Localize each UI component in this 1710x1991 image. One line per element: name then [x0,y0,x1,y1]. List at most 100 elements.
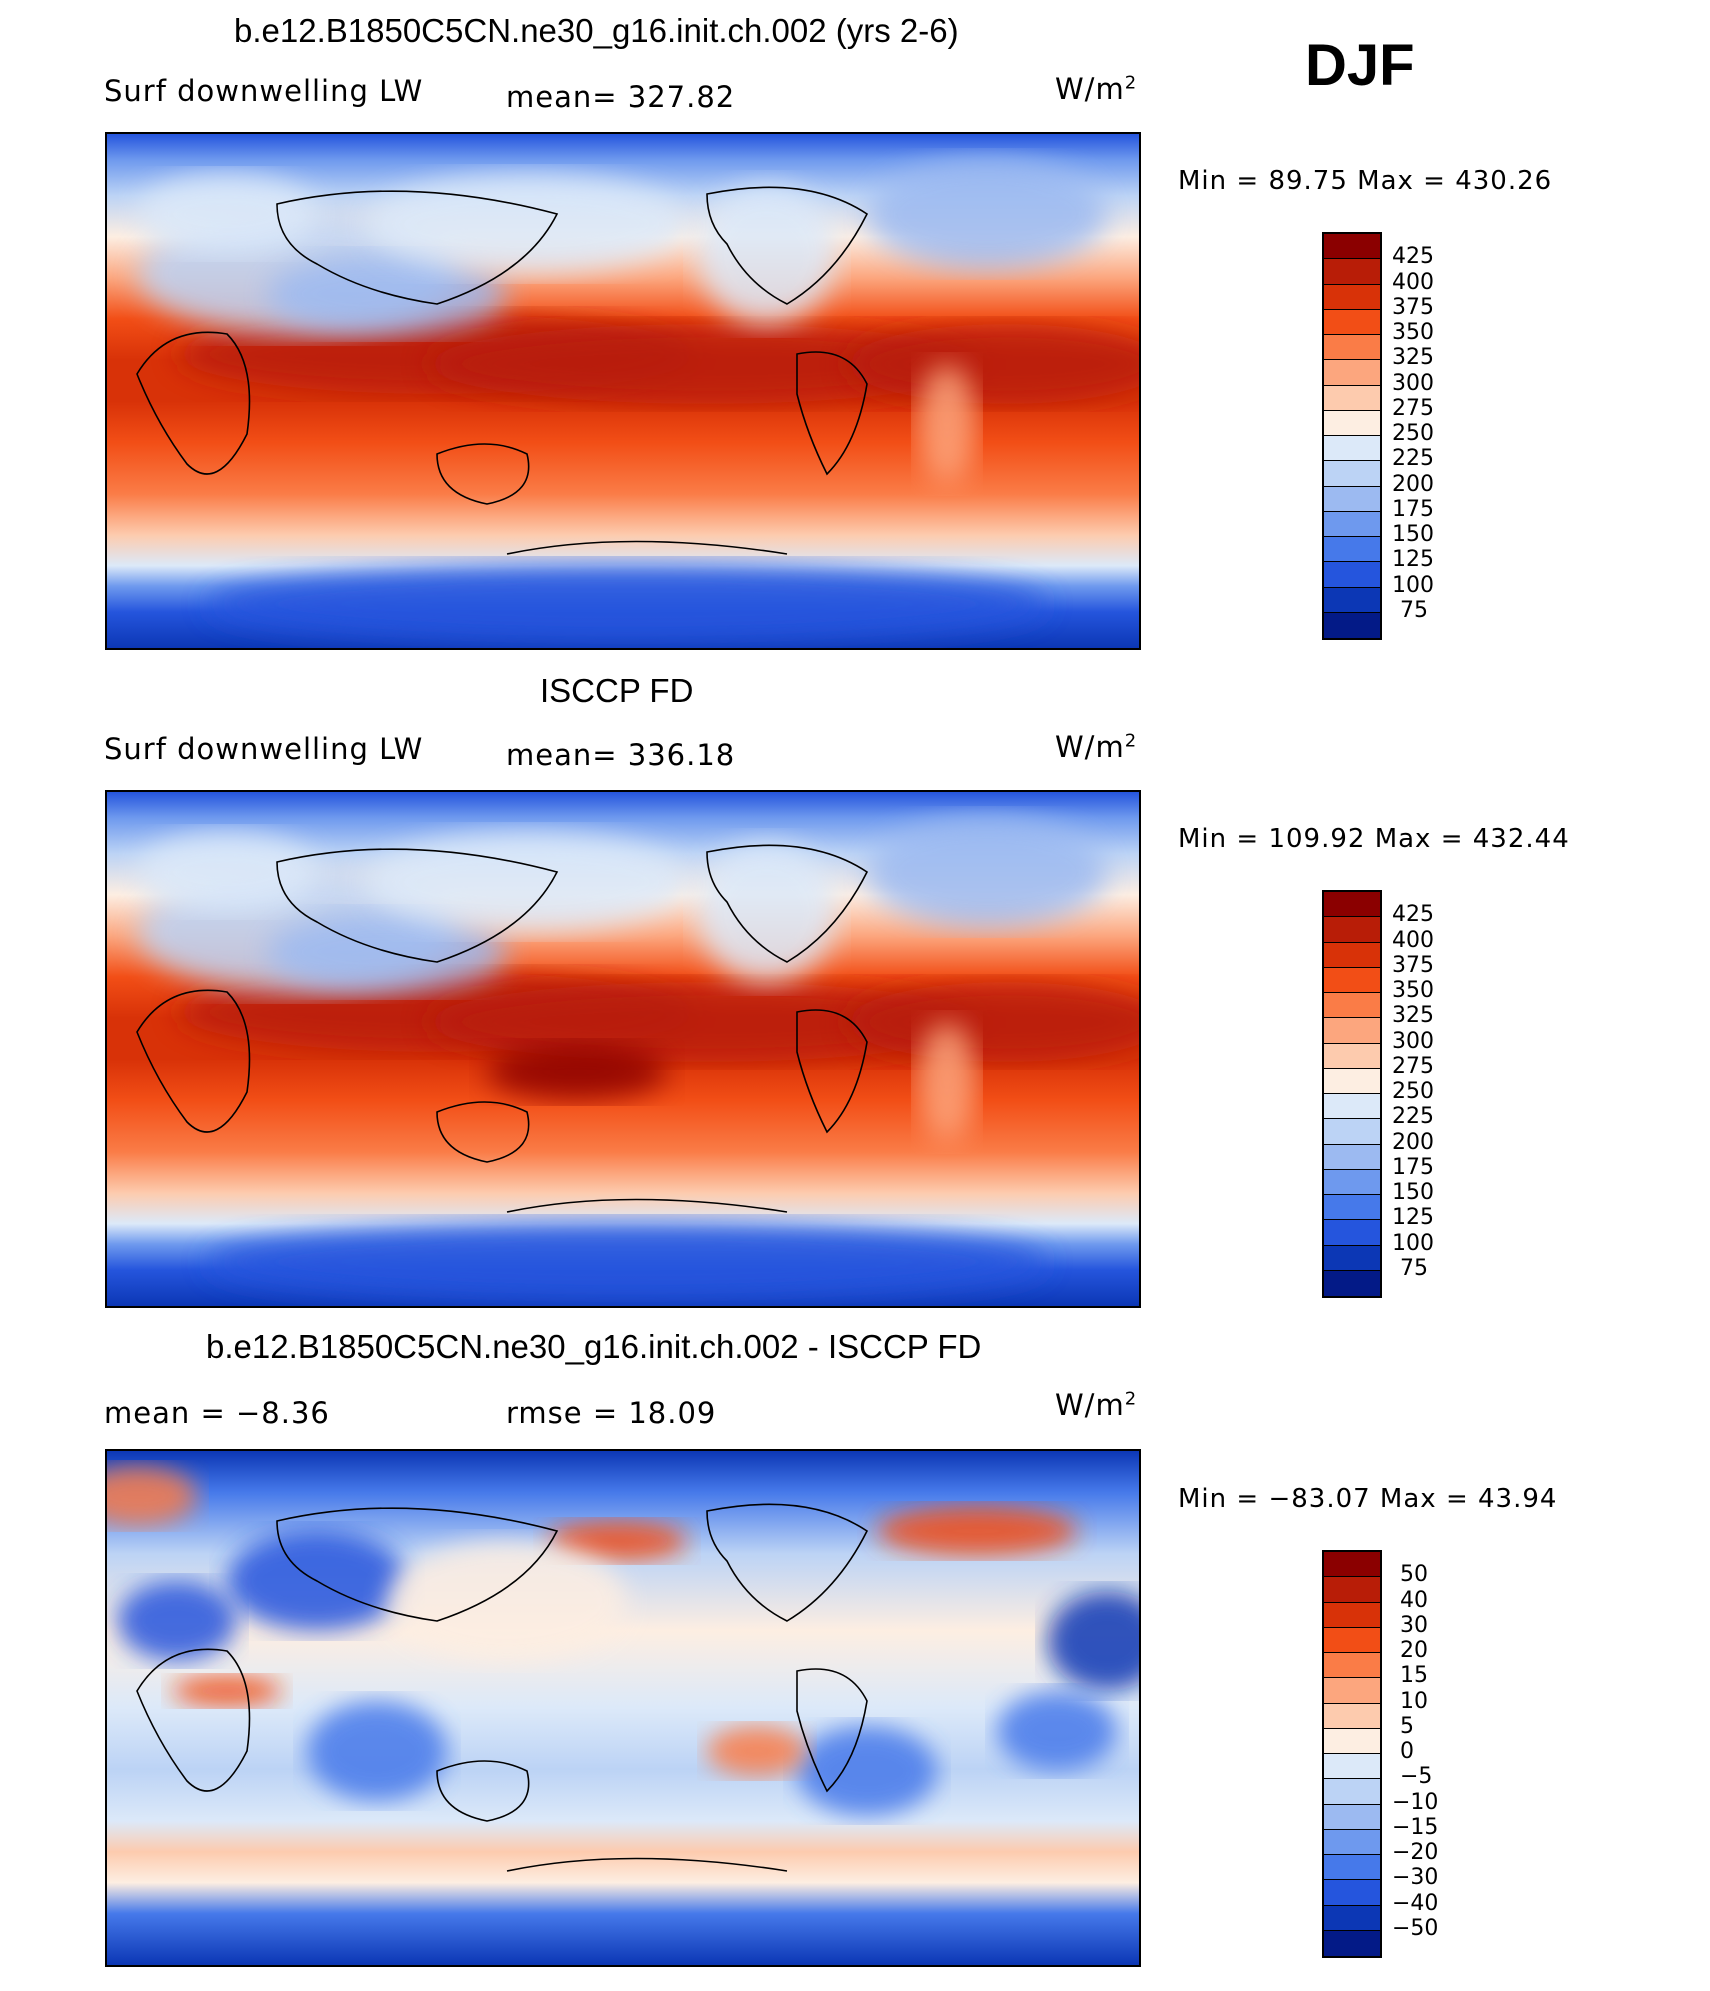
panel1-minmax: Min = 89.75 Max = 430.26 [1178,166,1553,196]
colorbar-tick-label: 225 [1392,446,1434,472]
colorbar-segment [1324,1728,1380,1754]
colorbar-tick-label: −10 [1392,1789,1439,1815]
coastline [136,1648,251,1792]
colorbar-segment [1324,436,1380,462]
colorbar-tick-label: 5 [1400,1713,1414,1739]
panel1-colorbar [1322,232,1382,640]
colorbar-tick-label: −40 [1392,1890,1439,1916]
panel2-map-field [107,792,1139,1306]
colorbar-tick-label: 350 [1392,978,1434,1003]
colorbar-segment [1324,1678,1380,1704]
coastline [136,989,251,1133]
colorbar-tick-label: 200 [1392,1129,1434,1155]
colorbar-tick-label: 50 [1400,1562,1428,1588]
colorbar-segment [1324,1144,1380,1170]
coastline [706,844,869,963]
colorbar-segment [1324,892,1380,918]
colorbar-segment [1324,1804,1380,1830]
colorbar-segment [1324,942,1380,968]
colorbar-tick-label: 350 [1392,320,1434,345]
colorbar-tick-label: 200 [1392,471,1434,497]
colorbar-tick-label: 150 [1392,1180,1434,1205]
colorbar-segment [1324,1195,1380,1221]
colorbar-segment [1324,360,1380,386]
coastline [436,1101,530,1163]
panel2-variable: Surf downwelling LW [104,732,424,766]
panel2-mean: mean= 336.18 [506,738,736,772]
coastline [136,331,251,475]
colorbar-tick-label: 20 [1400,1638,1428,1663]
colorbar-segment [1324,1169,1380,1195]
panel3-colorbar [1322,1550,1382,1958]
panel2-map [105,790,1141,1308]
colorbar-segment [1324,1602,1380,1628]
colorbar-segment [1324,234,1380,260]
coastline [506,1857,788,1872]
coastline [276,1507,559,1622]
colorbar-segment [1324,335,1380,361]
colorbar-segment [1324,1577,1380,1603]
colorbar-segment [1324,993,1380,1019]
panel1-title: b.e12.B1850C5CN.ne30_g16.init.ch.002 (yr… [234,12,959,49]
colorbar-segment [1324,511,1380,537]
panel3-minmax: Min = −83.07 Max = 43.94 [1178,1484,1558,1514]
colorbar-tick-label: 100 [1392,572,1434,598]
colorbar-segment [1324,259,1380,285]
coastline [796,1009,868,1134]
coastline [706,1503,869,1622]
colorbar-tick-label: 425 [1392,244,1434,270]
colorbar-tick-label: 125 [1392,1205,1434,1231]
coastline [276,190,559,305]
colorbar-tick-label: −50 [1392,1915,1439,1941]
colorbar-tick-label: 325 [1392,1003,1434,1029]
colorbar-segment [1324,1270,1380,1296]
coastline [796,351,868,476]
season-label: DJF [1305,33,1415,98]
colorbar-tick-label: 75 [1400,1255,1428,1281]
colorbar-tick-label: 300 [1392,1028,1434,1054]
panel1-map-field [107,134,1139,648]
colorbar-tick-label: 100 [1392,1230,1434,1256]
panel2-minmax: Min = 109.92 Max = 432.44 [1178,824,1570,854]
colorbar-tick-label: 275 [1392,395,1434,421]
coastline [706,186,869,305]
colorbar-segment [1324,537,1380,563]
colorbar-tick-label: 75 [1400,597,1428,623]
panel3-mean: mean = −8.36 [104,1396,330,1430]
colorbar-tick-label: −20 [1392,1840,1439,1865]
coastline [506,1198,788,1213]
colorbar-segment [1324,1220,1380,1246]
panel3-rmse: rmse = 18.09 [506,1396,717,1430]
colorbar-tick-label: 275 [1392,1053,1434,1079]
colorbar-tick-label: 400 [1392,269,1434,295]
colorbar-tick-label: 175 [1392,1154,1434,1180]
panel2-units: W/m2 [1055,730,1138,764]
colorbar-segment [1324,385,1380,411]
colorbar-segment [1324,1855,1380,1881]
colorbar-segment [1324,1754,1380,1780]
colorbar-segment [1324,1018,1380,1044]
panel2-colorbar [1322,890,1382,1298]
colorbar-segment [1324,1094,1380,1120]
colorbar-segment [1324,967,1380,993]
coastline [436,1760,530,1822]
colorbar-tick-label: 225 [1392,1104,1434,1130]
colorbar-segment [1324,1043,1380,1069]
colorbar-segment [1324,917,1380,943]
panel3-units: W/m2 [1055,1388,1138,1422]
colorbar-segment [1324,309,1380,335]
colorbar-segment [1324,1779,1380,1805]
colorbar-tick-label: 325 [1392,345,1434,371]
colorbar-segment [1324,1703,1380,1729]
panel1-map [105,132,1141,650]
colorbar-segment [1324,1119,1380,1145]
colorbar-tick-label: 15 [1400,1663,1428,1689]
colorbar-segment [1324,1880,1380,1906]
colorbar-segment [1324,612,1380,638]
coastline [506,540,788,555]
colorbar-tick-label: −5 [1400,1764,1433,1790]
colorbar-segment [1324,1245,1380,1271]
colorbar-segment [1324,587,1380,613]
coastline [436,443,530,505]
colorbar-segment [1324,1552,1380,1578]
